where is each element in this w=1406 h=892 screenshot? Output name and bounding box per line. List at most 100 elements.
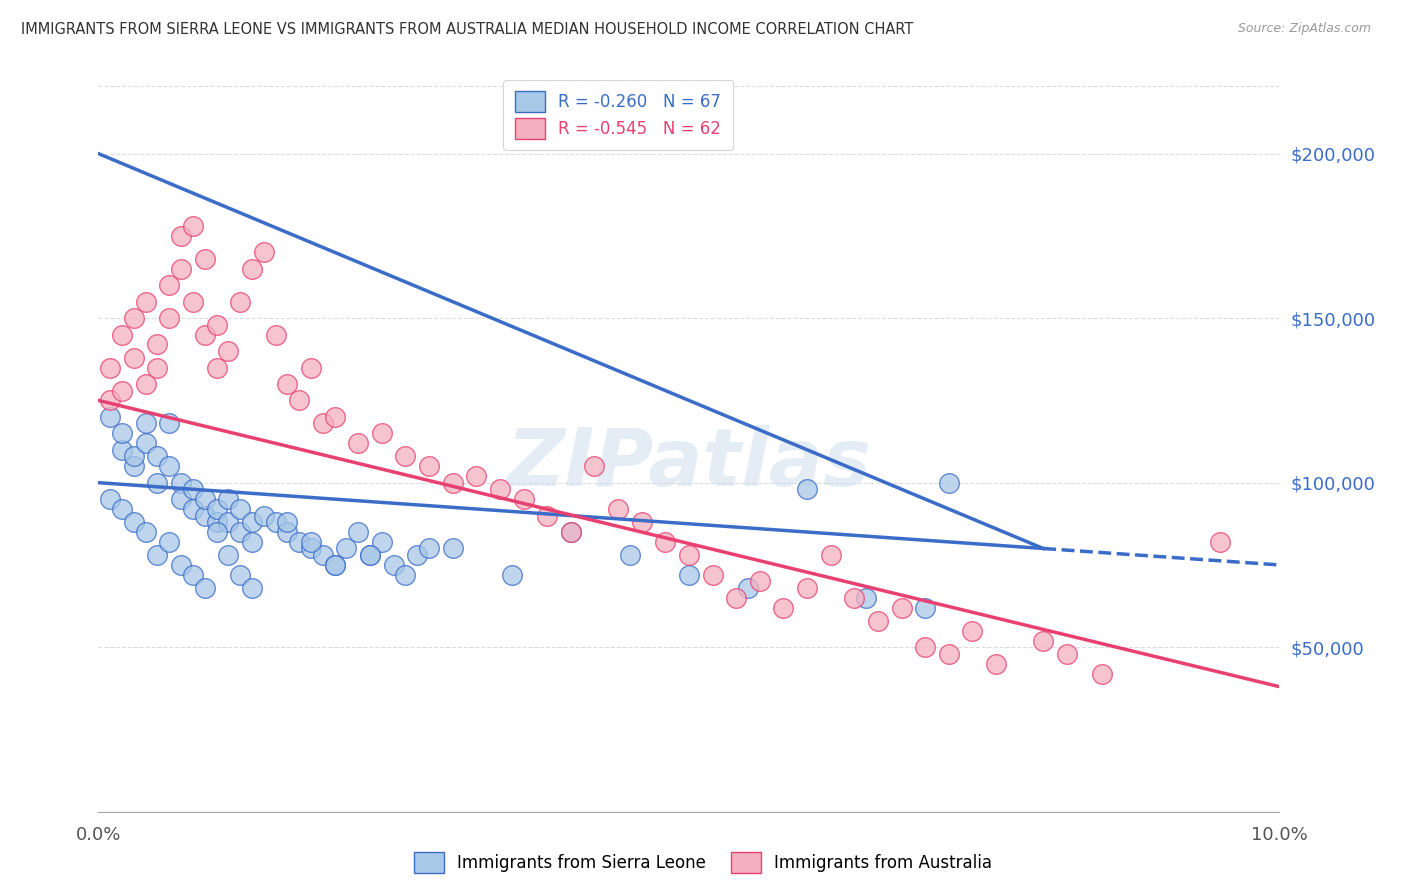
- Point: [418, 541, 440, 556]
- Point: [217, 515, 239, 529]
- Point: [122, 515, 145, 529]
- Point: [359, 548, 381, 562]
- Point: [170, 261, 193, 276]
- Point: [146, 450, 169, 464]
- Point: [181, 567, 204, 582]
- Point: [323, 558, 346, 572]
- Point: [844, 591, 866, 605]
- Point: [394, 567, 416, 582]
- Point: [359, 548, 381, 562]
- Point: [157, 535, 180, 549]
- Point: [146, 360, 169, 375]
- Point: [984, 657, 1007, 671]
- Point: [441, 475, 464, 490]
- Point: [122, 351, 145, 365]
- Point: [217, 492, 239, 507]
- Point: [170, 558, 193, 572]
- Point: [240, 515, 263, 529]
- Point: [170, 492, 193, 507]
- Point: [194, 492, 217, 507]
- Point: [157, 417, 180, 431]
- Point: [394, 450, 416, 464]
- Point: [299, 541, 322, 556]
- Point: [702, 567, 724, 582]
- Point: [866, 614, 889, 628]
- Point: [914, 640, 936, 655]
- Point: [914, 600, 936, 615]
- Point: [111, 327, 134, 342]
- Point: [194, 252, 217, 266]
- Point: [406, 548, 429, 562]
- Point: [501, 567, 523, 582]
- Point: [98, 409, 121, 424]
- Point: [796, 482, 818, 496]
- Point: [205, 502, 228, 516]
- Point: [654, 535, 676, 549]
- Point: [98, 360, 121, 375]
- Point: [630, 515, 652, 529]
- Point: [240, 581, 263, 595]
- Point: [205, 318, 228, 332]
- Point: [122, 459, 145, 474]
- Point: [264, 515, 287, 529]
- Point: [323, 558, 346, 572]
- Point: [1056, 647, 1078, 661]
- Point: [135, 524, 157, 539]
- Point: [135, 376, 157, 391]
- Point: [382, 558, 405, 572]
- Point: [229, 294, 252, 309]
- Point: [205, 515, 228, 529]
- Point: [170, 228, 193, 243]
- Point: [890, 600, 912, 615]
- Text: IMMIGRANTS FROM SIERRA LEONE VS IMMIGRANTS FROM AUSTRALIA MEDIAN HOUSEHOLD INCOM: IMMIGRANTS FROM SIERRA LEONE VS IMMIGRAN…: [21, 22, 914, 37]
- Point: [441, 541, 464, 556]
- Point: [146, 475, 169, 490]
- Point: [725, 591, 748, 605]
- Point: [371, 535, 394, 549]
- Point: [371, 426, 394, 441]
- Point: [122, 311, 145, 326]
- Point: [299, 360, 322, 375]
- Point: [181, 219, 204, 233]
- Point: [607, 502, 630, 516]
- Point: [737, 581, 759, 595]
- Point: [194, 581, 217, 595]
- Point: [748, 574, 770, 589]
- Point: [98, 393, 121, 408]
- Legend: R = -0.260   N = 67, R = -0.545   N = 62: R = -0.260 N = 67, R = -0.545 N = 62: [503, 79, 733, 151]
- Point: [240, 261, 263, 276]
- Point: [312, 548, 335, 562]
- Point: [678, 567, 700, 582]
- Point: [194, 508, 217, 523]
- Point: [489, 482, 512, 496]
- Point: [205, 524, 228, 539]
- Point: [276, 376, 298, 391]
- Point: [288, 393, 311, 408]
- Point: [253, 508, 276, 523]
- Point: [1032, 633, 1054, 648]
- Point: [253, 245, 276, 260]
- Point: [583, 459, 606, 474]
- Point: [98, 492, 121, 507]
- Point: [240, 535, 263, 549]
- Point: [962, 624, 984, 638]
- Point: [299, 535, 322, 549]
- Point: [1209, 535, 1232, 549]
- Point: [347, 436, 370, 450]
- Point: [157, 278, 180, 293]
- Point: [347, 524, 370, 539]
- Point: [855, 591, 877, 605]
- Point: [312, 417, 335, 431]
- Point: [122, 450, 145, 464]
- Point: [157, 459, 180, 474]
- Point: [111, 384, 134, 398]
- Point: [229, 502, 252, 516]
- Point: [276, 524, 298, 539]
- Point: [146, 337, 169, 351]
- Legend: Immigrants from Sierra Leone, Immigrants from Australia: Immigrants from Sierra Leone, Immigrants…: [408, 846, 998, 880]
- Point: [111, 442, 134, 457]
- Point: [205, 360, 228, 375]
- Point: [288, 535, 311, 549]
- Point: [229, 524, 252, 539]
- Point: [217, 344, 239, 359]
